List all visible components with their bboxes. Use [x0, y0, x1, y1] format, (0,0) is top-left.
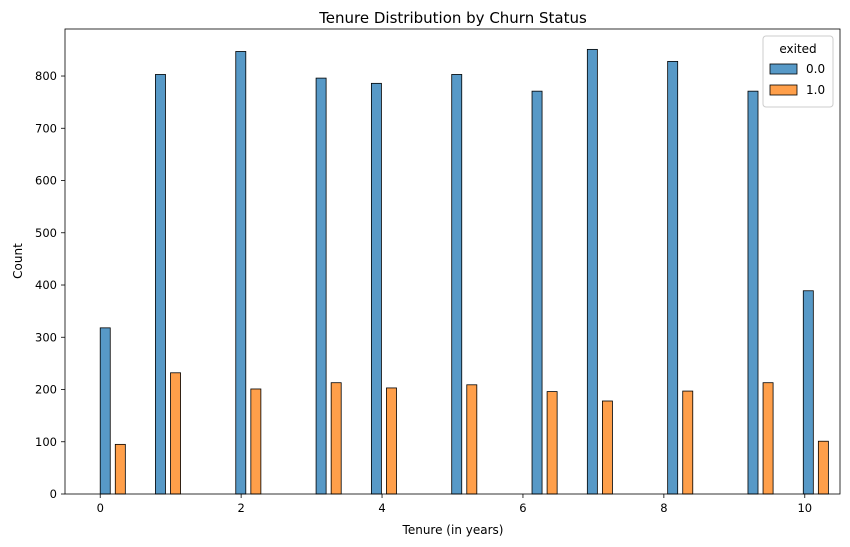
- bar-retained-7: [586, 48, 598, 495]
- bar-retained-2: [235, 51, 247, 495]
- bar-exited-0: [114, 443, 126, 495]
- axes-layer: [64, 28, 841, 495]
- bar-exited-10: [817, 440, 829, 495]
- y-axis-label: Count: [11, 243, 25, 279]
- x-axis-ticks: 0 2 4 6 8 10: [97, 494, 812, 515]
- bar-exited-7: [602, 400, 613, 495]
- bar-retained-0: [99, 327, 111, 495]
- bar-exited-3: [330, 382, 342, 495]
- bar-exited-4: [386, 387, 397, 495]
- y-tick-label: 0: [50, 487, 57, 501]
- y-tick-label: 200: [35, 383, 57, 397]
- x-tick-label: 2: [237, 501, 244, 515]
- bar-retained-4: [370, 82, 382, 495]
- legend-label-0: 0.0: [806, 62, 825, 76]
- y-tick-label: 600: [35, 174, 57, 188]
- bar-retained-3: [315, 77, 327, 495]
- legend: exited 0.0 1.0: [762, 35, 834, 108]
- x-tick-label: 4: [378, 501, 385, 515]
- bar-retained-9: [747, 90, 759, 495]
- bar-exited-5: [466, 384, 478, 495]
- x-tick-label: 10: [797, 501, 812, 515]
- chart-title: Tenure Distribution by Churn Status: [318, 9, 587, 27]
- bar-retained-8: [667, 60, 679, 495]
- bar-retained-5: [451, 74, 463, 495]
- y-tick-label: 800: [35, 69, 57, 83]
- bar-exited-6: [546, 391, 558, 495]
- x-tick-label: 8: [660, 501, 667, 515]
- legend-swatch-1: [769, 84, 798, 96]
- bar-retained-6: [531, 90, 543, 495]
- y-axis-ticks: 0 100 200 300 400 500 600 700 800: [35, 69, 65, 501]
- bar-retained-1: [155, 74, 166, 495]
- legend-title: exited: [779, 42, 816, 56]
- y-tick-label: 700: [35, 121, 57, 135]
- y-tick-label: 500: [35, 226, 57, 240]
- bar-exited-2: [250, 388, 262, 495]
- x-tick-label: 0: [97, 501, 104, 515]
- x-axis-label: Tenure (in years): [402, 523, 504, 537]
- bar-exited-9: [762, 382, 774, 495]
- bar-exited-8: [682, 390, 694, 495]
- bar-retained-10: [802, 290, 814, 495]
- legend-swatch-0: [769, 63, 798, 75]
- bars-layer: [99, 48, 829, 495]
- bar-exited-1: [170, 372, 181, 495]
- x-tick-label: 6: [519, 501, 526, 515]
- plot-frame: [64, 28, 841, 495]
- y-tick-label: 300: [35, 330, 57, 344]
- legend-label-1: 1.0: [806, 83, 825, 97]
- y-tick-label: 400: [35, 278, 57, 292]
- y-tick-label: 100: [35, 435, 57, 449]
